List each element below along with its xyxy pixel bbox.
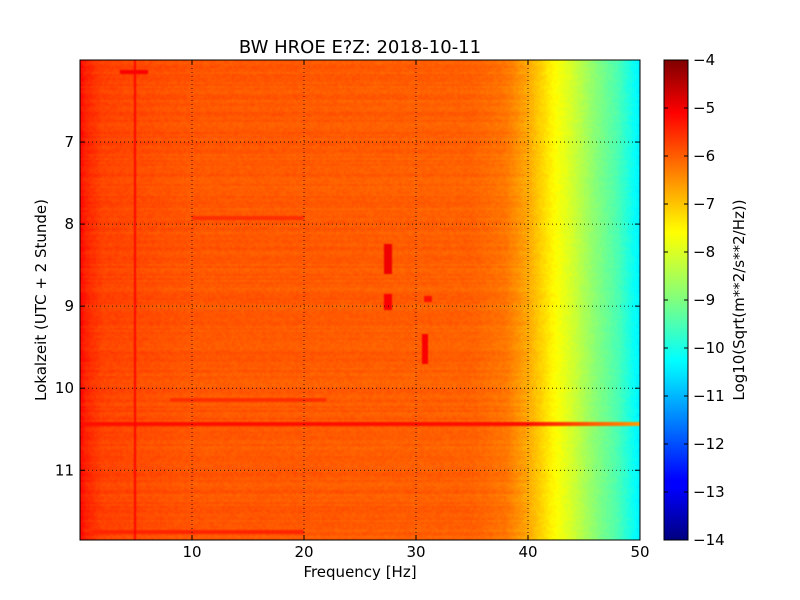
colorbar-tick-label: −12 [693, 435, 725, 453]
colorbar: −4 −5 −6 −7 −8 −9 −10 −11 −12 −13 −14 Log10(Sqrt(m… [663, 51, 748, 549]
y-tick-label: 8 [64, 215, 74, 233]
x-axis-ticks: 10 20 30 40 50 [182, 60, 650, 561]
heatmap-area [80, 60, 640, 540]
x-axis-label: Frequency [Hz] [303, 563, 416, 581]
colorbar-tick-label: −10 [693, 339, 725, 357]
colorbar-tick-label: −8 [693, 243, 715, 261]
y-tick-label: 10 [55, 379, 74, 397]
colorbar-tick-label: −5 [693, 99, 715, 117]
x-tick-label: 30 [406, 543, 425, 561]
colorbar-tick-label: −4 [693, 51, 715, 69]
x-tick-label: 40 [518, 543, 537, 561]
y-tick-label: 7 [64, 133, 74, 151]
y-axis-ticks: 7 8 9 10 11 [55, 133, 640, 479]
colorbar-tick-label: −11 [693, 387, 725, 405]
colorbar-ticks: −4 −5 −6 −7 −8 −9 −10 −11 −12 −13 −14 [664, 51, 725, 549]
x-tick-label: 10 [182, 543, 201, 561]
heatmap-image [80, 60, 640, 540]
y-tick-label: 11 [55, 461, 74, 479]
y-axis-label: Lokalzeit (UTC + 2 Stunde) [32, 199, 50, 401]
x-tick-label: 50 [630, 543, 649, 561]
x-tick-label: 20 [294, 543, 313, 561]
plot-frame [79, 59, 641, 541]
grid-lines [80, 60, 640, 540]
colorbar-tick-label: −13 [693, 483, 725, 501]
y-tick-label: 9 [64, 297, 74, 315]
colorbar-tick-label: −14 [693, 531, 725, 549]
colorbar-tick-label: −7 [693, 195, 715, 213]
chart-title: BW HROE E?Z: 2018-10-11 [239, 37, 481, 58]
colorbar-label: Log10(Sqrt(m**2/s**2/Hz)) [730, 199, 748, 400]
colorbar-tick-label: −6 [693, 147, 715, 165]
colorbar-tick-label: −9 [693, 291, 715, 309]
